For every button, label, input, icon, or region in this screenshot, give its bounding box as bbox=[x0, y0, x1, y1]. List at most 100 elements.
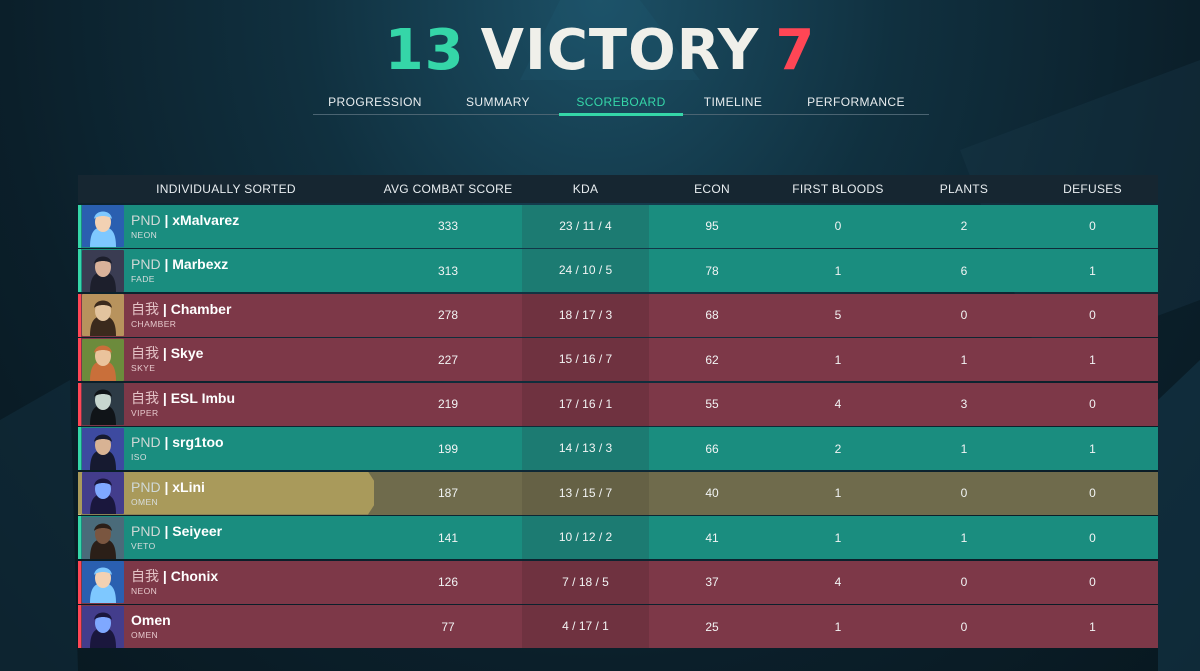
col-kda[interactable]: KDA bbox=[572, 182, 599, 196]
kda-value: 23 / 11 / 4 bbox=[522, 204, 649, 248]
player-gamename: Omen bbox=[131, 612, 171, 628]
team-tag: PND bbox=[131, 523, 161, 539]
defuses-value: 0 bbox=[1089, 575, 1096, 589]
first-bloods-value: 1 bbox=[834, 486, 842, 500]
acs-value: 227 bbox=[437, 352, 459, 367]
fade-portrait-icon bbox=[82, 249, 124, 292]
kda-value: 7 / 18 / 5 bbox=[522, 560, 649, 604]
player-row[interactable]: 自我 | Skye SKYE 227 15 / 16 / 7 62 1 1 1 bbox=[78, 338, 1158, 381]
econ-value: 55 bbox=[705, 397, 719, 411]
tab-bar: PROGRESSION SUMMARY SCOREBOARD TIMELINE … bbox=[313, 92, 929, 116]
player-info: 自我 | ESL Imbu VIPER bbox=[131, 390, 235, 419]
player-info: PND | Marbexz FADE bbox=[131, 256, 228, 285]
player-row[interactable]: PND | srg1too ISO 199 14 / 13 / 3 66 2 1 1 bbox=[78, 427, 1158, 470]
first-bloods-value: 4 bbox=[834, 397, 842, 411]
player-name[interactable]: PND | xMalvarez bbox=[131, 212, 239, 229]
team-tag: PND bbox=[131, 478, 161, 495]
acs-value: 278 bbox=[437, 308, 459, 322]
match-result: VICTORY bbox=[480, 18, 760, 83]
player-cell: Omen OMEN bbox=[78, 605, 374, 648]
player-name[interactable]: 自我 | ESL Imbu bbox=[131, 390, 235, 407]
player-cell: PND | Marbexz FADE bbox=[78, 249, 374, 292]
tag-separator: | bbox=[160, 434, 173, 450]
kda-value: 18 / 17 / 3 bbox=[522, 293, 649, 337]
tab-performance[interactable]: PERFORMANCE bbox=[807, 95, 905, 109]
plants-value: 0 bbox=[960, 486, 968, 500]
econ-value: 62 bbox=[705, 352, 719, 367]
col-individually-sorted[interactable]: INDIVIDUALLY SORTED bbox=[156, 182, 296, 196]
player-gamename: xMalvarez bbox=[172, 211, 240, 228]
team-tag: 自我 bbox=[131, 345, 159, 361]
player-info: 自我 | Chonix NEON bbox=[131, 568, 218, 597]
player-row[interactable]: 自我 | Chonix NEON 126 7 / 18 / 5 37 4 0 0 bbox=[78, 560, 1158, 604]
tag-separator: | bbox=[160, 211, 173, 228]
player-name[interactable]: Omen bbox=[131, 612, 171, 629]
player-name[interactable]: 自我 | Chamber bbox=[131, 301, 231, 318]
defuses-value: 0 bbox=[1089, 486, 1096, 500]
tab-progression[interactable]: PROGRESSION bbox=[328, 95, 422, 109]
tag-separator: | bbox=[159, 345, 171, 361]
scoreboard-table: INDIVIDUALLY SORTED AVG COMBAT SCORE KDA… bbox=[78, 175, 1158, 648]
player-row[interactable]: PND | xLini OMEN 187 13 / 15 / 7 40 1 0 0 bbox=[78, 471, 1158, 515]
player-row[interactable]: Omen OMEN 77 4 / 17 / 1 25 1 0 1 bbox=[78, 605, 1158, 648]
player-cell: 自我 | Chonix NEON bbox=[78, 561, 374, 604]
col-first-bloods[interactable]: FIRST BLOODS bbox=[792, 182, 884, 196]
agent-name: VETO bbox=[131, 541, 156, 551]
agent-name: OMEN bbox=[131, 496, 159, 507]
player-cell: PND | srg1too ISO bbox=[78, 427, 374, 470]
tab-timeline[interactable]: TIMELINE bbox=[703, 95, 763, 109]
player-name[interactable]: PND | Seiyeer bbox=[131, 523, 222, 540]
player-cell: PND | xLini OMEN bbox=[78, 471, 374, 515]
player-info: PND | Seiyeer VETO bbox=[131, 523, 222, 552]
first-bloods-value: 1 bbox=[834, 352, 842, 367]
player-row[interactable]: PND | xMalvarez NEON 333 23 / 11 / 4 95 0 2 0 bbox=[78, 204, 1158, 248]
omen-portrait-icon bbox=[82, 605, 124, 648]
first-bloods-value: 1 bbox=[834, 530, 842, 545]
match-score-header: 13 VICTORY 7 bbox=[0, 16, 1200, 86]
chamber-portrait-icon bbox=[82, 294, 124, 336]
player-name[interactable]: 自我 | Chonix bbox=[131, 568, 218, 585]
acs-value: 77 bbox=[441, 619, 455, 634]
player-name[interactable]: 自我 | Skye bbox=[131, 345, 203, 362]
econ-value: 25 bbox=[705, 619, 719, 634]
defuses-value: 1 bbox=[1089, 441, 1096, 456]
kda-value: 13 / 15 / 7 bbox=[522, 471, 649, 515]
defuses-value: 0 bbox=[1089, 530, 1096, 545]
defuses-value: 1 bbox=[1089, 619, 1096, 634]
col-avg-combat-score[interactable]: AVG COMBAT SCORE bbox=[383, 182, 513, 196]
kda-value: 15 / 16 / 7 bbox=[522, 338, 649, 381]
player-cell: 自我 | ESL Imbu VIPER bbox=[78, 383, 374, 426]
team-tag: 自我 bbox=[131, 567, 159, 584]
agent-name: NEON bbox=[131, 229, 158, 240]
table-header-row: INDIVIDUALLY SORTED AVG COMBAT SCORE KDA… bbox=[78, 175, 1158, 203]
tag-separator: | bbox=[159, 389, 171, 406]
player-name[interactable]: PND | xLini bbox=[131, 479, 205, 496]
veto-portrait-icon bbox=[82, 516, 124, 559]
tag-separator: | bbox=[160, 523, 173, 539]
player-gamename: Skye bbox=[170, 345, 204, 361]
player-info: PND | xLini OMEN bbox=[131, 479, 205, 508]
plants-value: 1 bbox=[960, 441, 968, 456]
player-row[interactable]: 自我 | Chamber CHAMBER 278 18 / 17 / 3 68 5 0 0 bbox=[78, 293, 1158, 337]
plants-value: 6 bbox=[960, 263, 968, 278]
plants-value: 1 bbox=[960, 352, 968, 367]
player-name[interactable]: PND | srg1too bbox=[131, 434, 224, 451]
player-gamename: Marbexz bbox=[172, 256, 229, 272]
plants-value: 2 bbox=[960, 219, 968, 233]
col-defuses[interactable]: DEFUSES bbox=[1063, 182, 1122, 196]
tab-summary[interactable]: SUMMARY bbox=[466, 95, 530, 109]
player-info: PND | xMalvarez NEON bbox=[131, 212, 239, 241]
agent-name: OMEN bbox=[131, 630, 159, 640]
defuses-value: 1 bbox=[1089, 263, 1096, 278]
kda-value: 17 / 16 / 1 bbox=[522, 382, 649, 426]
player-name[interactable]: PND | Marbexz bbox=[131, 256, 228, 273]
tab-scoreboard[interactable]: SCOREBOARD bbox=[559, 92, 683, 116]
econ-value: 37 bbox=[705, 575, 719, 589]
col-econ[interactable]: ECON bbox=[694, 182, 730, 196]
econ-value: 78 bbox=[705, 263, 719, 278]
player-row[interactable]: PND | Marbexz FADE 313 24 / 10 / 5 78 1 6 1 bbox=[78, 249, 1158, 292]
col-plants[interactable]: PLANTS bbox=[939, 182, 989, 196]
player-row[interactable]: 自我 | ESL Imbu VIPER 219 17 / 16 / 1 55 4 3 0 bbox=[78, 382, 1158, 426]
team-tag: PND bbox=[131, 256, 161, 272]
player-row[interactable]: PND | Seiyeer VETO 141 10 / 12 / 2 41 1 1 0 bbox=[78, 516, 1158, 559]
